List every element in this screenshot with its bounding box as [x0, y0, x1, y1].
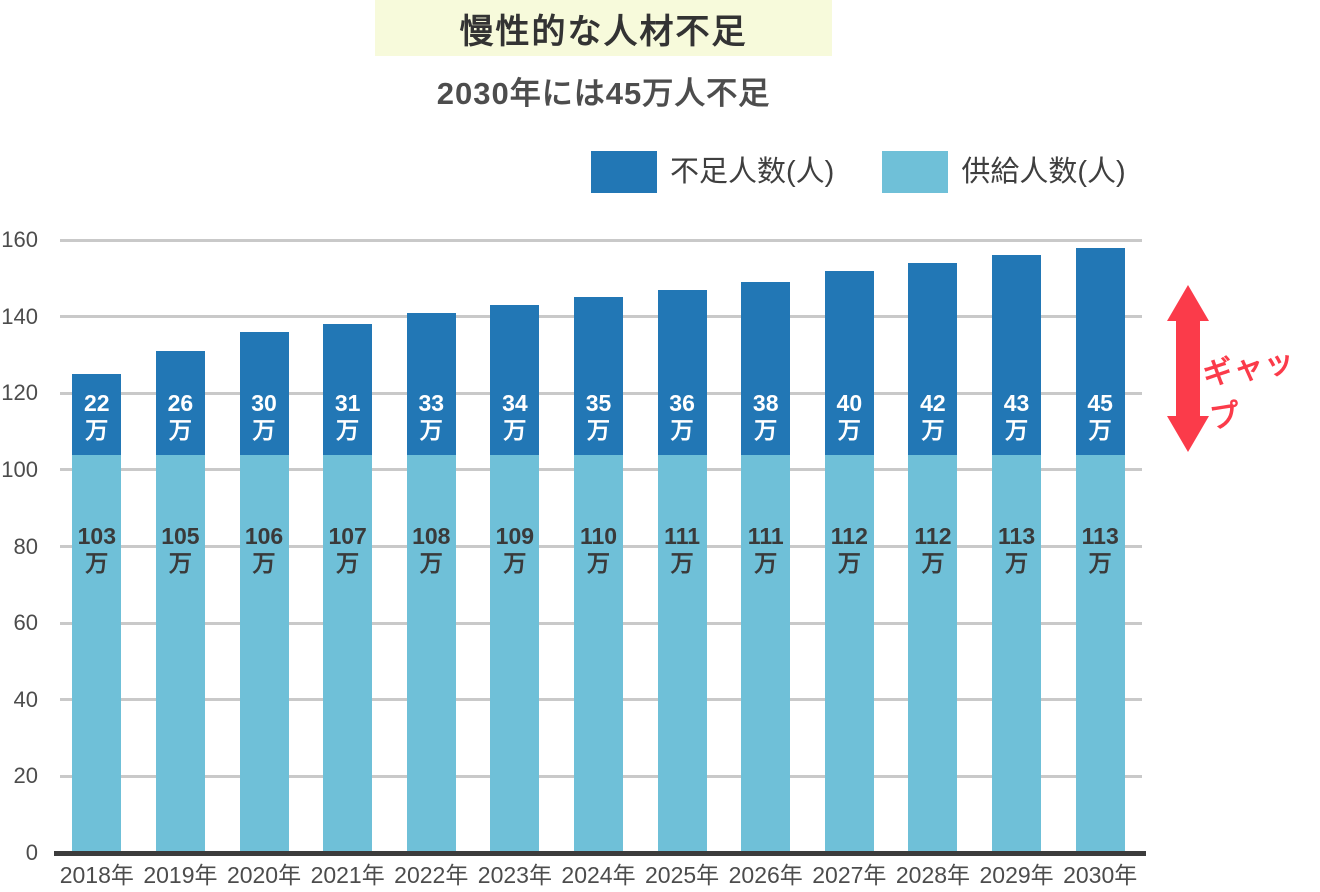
bar-value-label-shortage-2018年: 22 万: [84, 389, 110, 443]
bar-segment-supply-2020年: [239, 454, 289, 853]
y-tick-label-120: 120: [1, 380, 38, 406]
bar-value-label-supply-2028年: 112 万: [914, 522, 952, 576]
gap-label: ギャップ: [1200, 344, 1298, 436]
bar-value-label-supply-2023年: 109 万: [495, 522, 535, 576]
bar-value-label-supply-2029年: 113 万: [998, 522, 1036, 576]
x-tick-label-2020年: 2020年: [226, 862, 302, 888]
y-tick-label-140: 140: [1, 303, 38, 329]
bar-value-label-shortage-2026年: 38 万: [752, 389, 779, 443]
bar-value-label-supply-2025年: 111 万: [664, 522, 701, 576]
bar-value-label-shortage-2028年: 42 万: [920, 389, 946, 443]
legend-swatch-supply: [882, 151, 949, 193]
bar-segment-supply-2019年: [155, 454, 205, 853]
bar-value-label-shortage-2022年: 33 万: [418, 389, 445, 443]
y-tick-label-160: 160: [1, 227, 38, 252]
legend-label-supply: 供給人数(人): [961, 156, 1126, 188]
y-tick-label-40: 40: [13, 686, 38, 712]
x-axis-line: [54, 851, 1146, 856]
bar-segment-supply-2023年: [490, 454, 540, 853]
bar-value-label-supply-2027年: 112 万: [830, 522, 868, 576]
bar-segment-shortage-2027年: [824, 270, 874, 455]
bar-value-label-supply-2018年: 103 万: [77, 522, 116, 576]
bar-value-label-supply-2030年: 113 万: [1081, 522, 1119, 576]
bar-value-label-supply-2021年: 107 万: [328, 522, 367, 576]
bar-segment-supply-2021年: [323, 454, 373, 853]
x-tick-label-2028年: 2028年: [895, 862, 971, 888]
x-tick-label-2027年: 2027年: [812, 862, 887, 888]
legend-item-shortage: 不足人数(人): [591, 151, 834, 193]
bar-value-label-shortage-2027年: 40 万: [836, 389, 863, 443]
bar-value-label-supply-2024年: 110 万: [579, 522, 618, 576]
bar-segment-supply-2026年: [741, 454, 791, 853]
bar-segment-supply-2018年: [72, 454, 122, 853]
x-tick-label-2018年: 2018年: [59, 862, 134, 888]
bar-value-label-shortage-2023年: 34 万: [502, 389, 528, 443]
bar-value-label-shortage-2025年: 36 万: [669, 389, 695, 443]
legend: 不足人数(人) 供給人数(人): [591, 151, 1126, 193]
x-tick-label-2021年: 2021年: [310, 862, 385, 888]
title-banner: 慢性的な人材不足: [375, 0, 832, 56]
bar-value-label-shortage-2020年: 30 万: [251, 389, 277, 443]
bar-segment-supply-2024年: [574, 454, 623, 853]
bar-segment-shortage-2020年: [239, 331, 289, 455]
x-tick-label-2019年: 2019年: [143, 862, 218, 888]
bar-value-label-supply-2026年: 111 万: [747, 522, 784, 576]
bar-segment-shortage-2021年: [323, 324, 373, 455]
bar-segment-shortage-2028年: [908, 262, 958, 455]
x-tick-label-2024年: 2024年: [561, 862, 636, 888]
bar-value-label-supply-2020年: 106 万: [244, 522, 284, 576]
x-tick-label-2023年: 2023年: [477, 862, 552, 888]
legend-item-supply: 供給人数(人): [882, 151, 1126, 193]
bar-value-label-shortage-2030年: 45 万: [1087, 389, 1113, 443]
x-tick-label-2029年: 2029年: [979, 862, 1054, 888]
bar-segment-shortage-2025年: [657, 289, 707, 455]
bar-segment-supply-2027年: [824, 454, 874, 853]
bar-segment-supply-2030年: [1075, 454, 1125, 853]
bar-segment-shortage-2019年: [155, 351, 205, 455]
bar-segment-shortage-2029年: [992, 255, 1042, 455]
x-tick-label-2025年: 2025年: [645, 862, 720, 888]
y-tick-label-20: 20: [13, 763, 38, 789]
page-title: 慢性的な人材不足: [459, 12, 748, 51]
bar-value-label-shortage-2021年: 31 万: [334, 389, 361, 443]
bar-value-label-supply-2022年: 108 万: [412, 522, 451, 576]
bar-value-label-shortage-2029年: 43 万: [1003, 389, 1030, 443]
x-tick-label-2026年: 2026年: [728, 862, 803, 888]
x-tick-label-2030年: 2030年: [1063, 862, 1138, 888]
bar-segment-shortage-2022年: [406, 312, 456, 455]
y-tick-label-60: 60: [13, 610, 38, 636]
bar-segment-supply-2029年: [992, 454, 1042, 853]
bar-segment-shortage-2023年: [490, 305, 540, 455]
bar-segment-shortage-2018年: [72, 374, 122, 455]
bar-segment-shortage-2030年: [1075, 247, 1125, 455]
legend-swatch-shortage: [591, 151, 657, 193]
y-tick-label-100: 100: [1, 456, 38, 482]
y-tick-label-80: 80: [13, 533, 38, 559]
gridline-160: [60, 238, 1142, 242]
x-tick-label-2022年: 2022年: [394, 862, 469, 888]
bar-value-label-supply-2019年: 105 万: [161, 522, 200, 576]
bar-value-label-shortage-2024年: 35 万: [585, 389, 612, 443]
y-tick-label-0: 0: [25, 840, 38, 865]
bar-segment-supply-2025年: [657, 454, 707, 853]
bar-segment-shortage-2026年: [741, 282, 791, 455]
bar-value-label-shortage-2019年: 26 万: [167, 389, 194, 443]
chart-subtitle: 2030年には45万人不足: [436, 76, 771, 111]
legend-label-shortage: 不足人数(人): [670, 156, 835, 188]
bar-segment-supply-2022年: [406, 454, 456, 853]
bar-segment-shortage-2024年: [574, 297, 623, 455]
bar-segment-supply-2028年: [908, 454, 958, 853]
